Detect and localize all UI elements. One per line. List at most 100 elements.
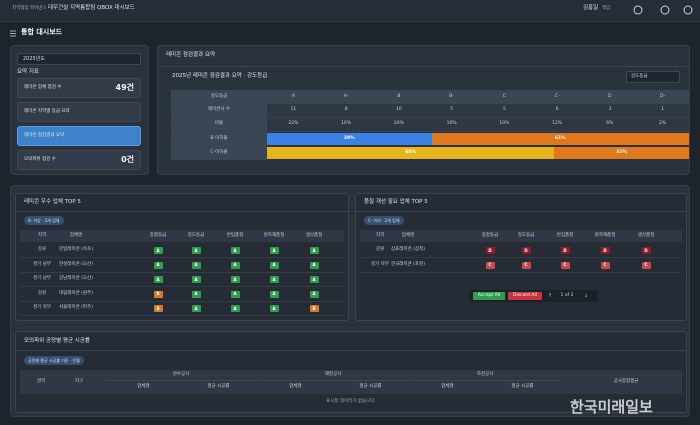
- sub-header: 업체명: [289, 384, 302, 390]
- item-value: 0건: [121, 155, 134, 164]
- row-label: 비율: [171, 118, 267, 132]
- company-name: 한일레미콘 (속초): [59, 247, 93, 253]
- column-header: 강도등급: [187, 232, 205, 238]
- rate-label: 61%: [554, 135, 566, 141]
- grade-badge: A: [269, 261, 279, 269]
- sidebar-panel: 2025년도 요약 지표 레미콘 업체 점검 수 49건 레미콘 지역별 등급 요약 레미…: [10, 45, 149, 175]
- column-header: 공사종합평균: [613, 378, 639, 384]
- table-cell: 12%: [530, 118, 584, 132]
- top-bar: [0, 0, 700, 22]
- card-title: 레미콘 우수 업체 TOP 5: [24, 199, 81, 205]
- row-label: 레미콘사 수: [171, 104, 267, 118]
- summary-item[interactable]: 레미콘 지역별 등급 요약: [17, 102, 141, 122]
- column-header: 권역: [36, 378, 46, 384]
- column-header: A: [267, 90, 320, 104]
- filter-select[interactable]: 강도등급: [626, 71, 680, 83]
- summary-panel: 레미콘 점검결과 요약 2025년 레미콘 점검결과 요약 · 강도등급 강도등급 강…: [157, 45, 690, 175]
- row-divider: [20, 271, 344, 273]
- column-header: 원자재품질: [594, 232, 616, 238]
- region: 강원: [37, 247, 47, 253]
- row-label: B-이하율: [171, 132, 267, 146]
- column-header: 종합등급: [149, 232, 167, 238]
- card-title: 모의파위 공정별 평균 시공률: [24, 338, 90, 344]
- rate-label: 68%: [405, 149, 416, 155]
- company-name: 강남레미콘 (오산): [59, 276, 93, 282]
- grade-badge: D: [641, 247, 651, 254]
- table-cell: 3: [583, 104, 637, 118]
- item-label: 레미콘 업체 점검 수: [24, 85, 62, 90]
- summary-item[interactable]: 모의파위 점검 수 0건: [17, 150, 141, 170]
- card-divider: [16, 350, 686, 351]
- column-header: 지역: [37, 232, 47, 238]
- watermark: 한국미래일보: [570, 398, 653, 416]
- table-header-bg: [20, 230, 344, 242]
- item-value: 49건: [115, 83, 135, 92]
- column-header: D: [583, 90, 637, 104]
- grade-badge: A: [230, 276, 240, 283]
- pager-status: 1 of 2: [560, 292, 574, 298]
- grade-badge: D: [600, 247, 610, 254]
- column-header: 업체명: [401, 232, 415, 238]
- table-cell: 22%: [267, 118, 320, 132]
- column-header: C-: [530, 90, 584, 104]
- grade-badge: D: [485, 247, 495, 254]
- grade-badge: C: [641, 261, 651, 269]
- column-header: 종합등급: [481, 232, 499, 238]
- grade-badge: C: [521, 261, 531, 269]
- user-name: 김홍일: [583, 5, 599, 11]
- accept-all-button[interactable]: Accept All: [473, 292, 505, 300]
- grade-badge: A: [230, 305, 240, 312]
- filter-chip: 공정별 평균 시공률 기준 · 전월: [24, 356, 84, 365]
- summary-item[interactable]: 레미콘 업체 점검 수 49건: [17, 78, 141, 98]
- table-cell: 2%: [636, 118, 689, 132]
- summary-item[interactable]: 레미콘 점검결과 요약: [17, 126, 141, 146]
- table-cell: 5: [478, 104, 531, 118]
- column-header: 원자재품질: [263, 232, 285, 238]
- column-header: A-: [319, 90, 373, 104]
- grade-badge: B: [153, 305, 163, 312]
- item-label: 레미콘 점검결과 요약: [24, 133, 65, 138]
- grade-badge: A: [269, 305, 279, 312]
- item-label: 레미콘 지역별 등급 요약: [24, 109, 70, 114]
- region: 경기 북부: [371, 261, 389, 267]
- empty-message: 표시할 데이터가 없습니다.: [326, 398, 376, 404]
- group-header: 재정공사: [258, 371, 408, 381]
- sub-header: 업체명: [137, 384, 150, 390]
- page-title: 통합 대시보드: [21, 28, 63, 36]
- year-select[interactable]: 2025년도: [17, 53, 141, 65]
- table-cell: 10: [372, 104, 426, 118]
- grade-badge: A: [191, 261, 201, 269]
- grade-badge: A: [309, 276, 319, 283]
- logo: 지역협업 파이낸스: [12, 6, 47, 11]
- table-cell: 6: [530, 104, 584, 118]
- discard-all-button[interactable]: Discard All: [508, 292, 542, 300]
- table-cell: 6%: [583, 118, 637, 132]
- sub-header: 평균 시공률: [511, 384, 534, 390]
- grade-badge: A: [309, 247, 319, 254]
- prev-button[interactable]: ↑: [547, 292, 553, 299]
- column-header: 지역: [375, 232, 385, 238]
- company-name: 한성레미콘 (오산): [59, 261, 93, 267]
- column-header: 반입품질: [226, 232, 244, 238]
- rate-bar: 32%: [553, 147, 689, 159]
- grade-badge: A: [269, 290, 279, 298]
- rate-label: 32%: [616, 149, 627, 155]
- table-cell: 1: [636, 104, 689, 118]
- pager-bar: Accept All Discard All ↑ 1 of 2 ↓: [470, 290, 598, 302]
- card-title: 품질 개선 필요 업체 TOP 5: [364, 199, 428, 205]
- group-header: 원수공사: [106, 371, 256, 381]
- table-cell: 11: [267, 104, 320, 118]
- region: 강원: [37, 290, 47, 296]
- next-button[interactable]: ↓: [583, 292, 589, 299]
- grade-badge: C: [560, 261, 570, 269]
- sub-header: 평균 시공률: [207, 384, 230, 390]
- grade-badge: A: [230, 247, 240, 254]
- rate-bar: 68%: [267, 147, 554, 159]
- region: 경기 북부: [33, 305, 51, 311]
- column-header: 지구: [74, 378, 84, 384]
- table-header-bg: [360, 230, 682, 242]
- row-divider: [20, 315, 344, 316]
- column-header: B: [372, 90, 426, 104]
- user-role: 책임: [602, 6, 611, 11]
